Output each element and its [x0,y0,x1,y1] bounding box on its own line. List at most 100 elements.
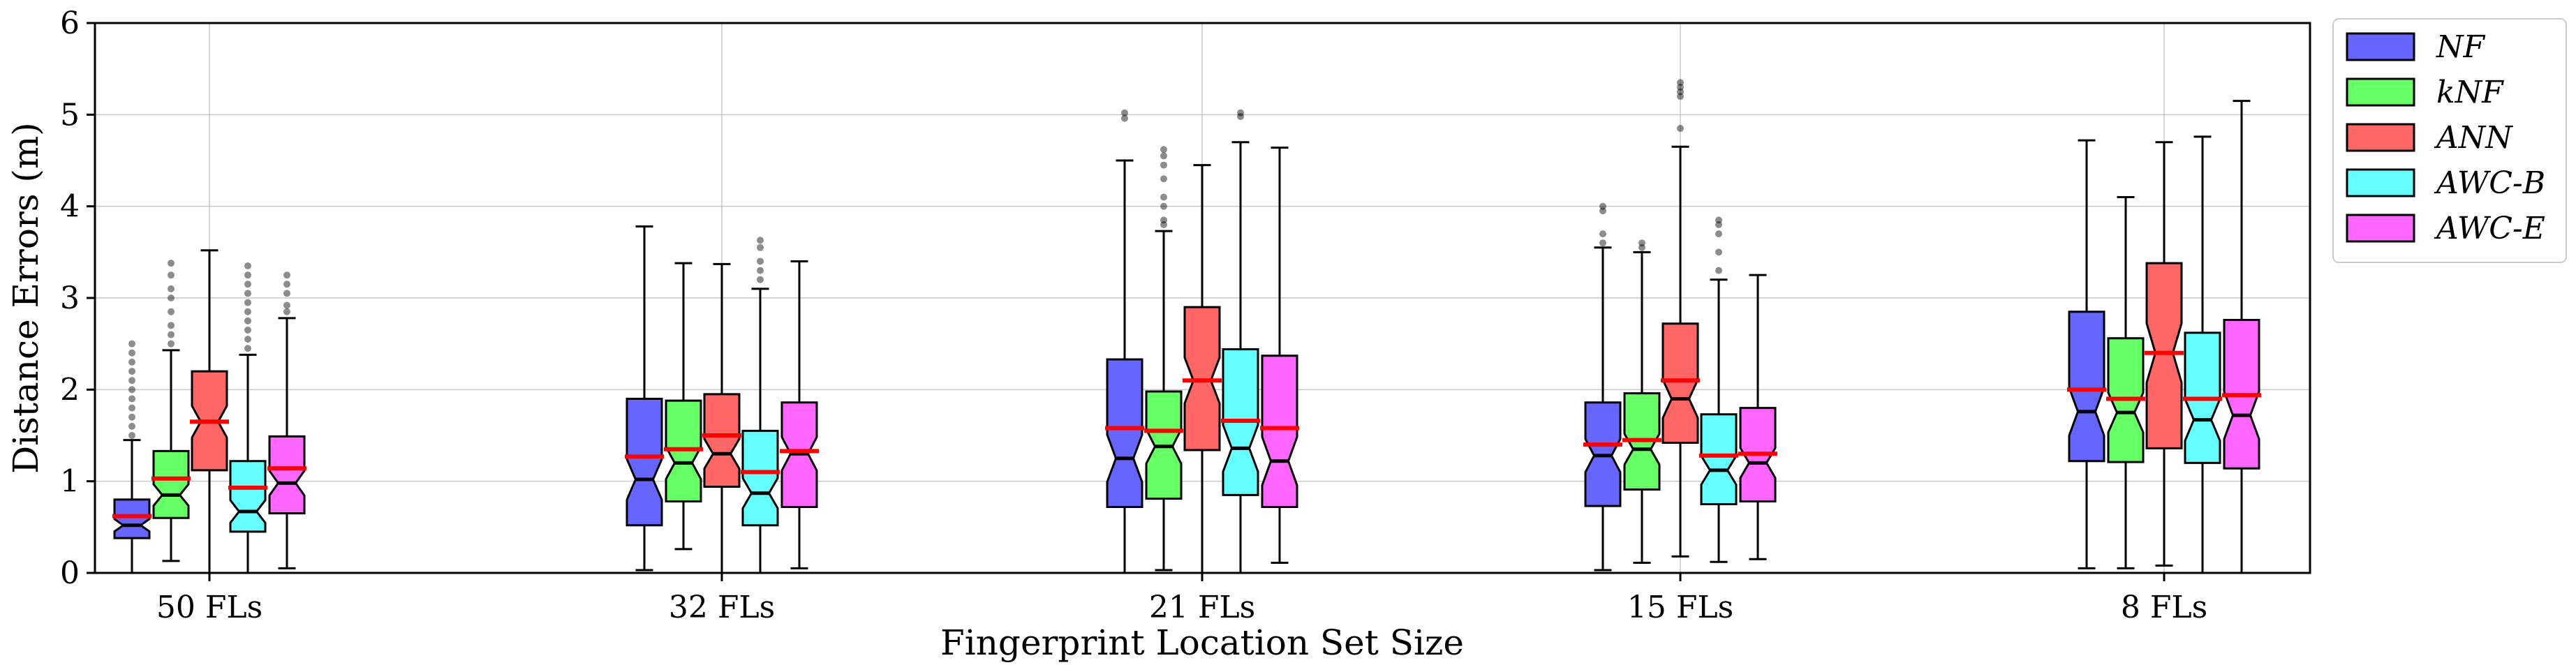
legend-item-awc-e: AWC-E [2346,211,2545,246]
box-knf-3 [1622,239,1661,565]
flier-point [283,281,290,288]
flier-point [128,404,135,412]
legend-label: AWC-E [2434,211,2545,246]
flier-point [128,413,135,421]
x-tick-label: 21 FLs [1149,590,1255,625]
box-plots [112,79,2261,574]
flier-point [128,432,135,439]
box-nf-1 [625,225,664,572]
flier-point [168,340,175,348]
flier-point [283,271,290,279]
flier-point [1638,244,1645,251]
legend-item-nf: NF [2346,29,2486,65]
box-ann-1 [702,262,741,574]
flier-point [244,262,251,270]
flier-point [1715,230,1722,238]
flier-point [244,336,251,343]
flier-point [244,345,251,352]
box-body [113,498,151,539]
y-axis-label: Distance Errors (m) [6,122,46,474]
box-ann-2 [1183,164,1222,574]
flier-point [1638,239,1645,247]
x-tick-label: 50 FLs [156,590,262,625]
legend-item-awc-b: AWC-B [2346,165,2545,201]
legend-item-ann: ANN [2346,120,2513,156]
legend-swatch [2346,123,2415,152]
flier-point [757,237,764,244]
flier-point [1677,125,1684,133]
flier-point [757,276,764,283]
box-body [626,397,663,527]
flier-point [1677,93,1684,100]
box-knf-1 [664,262,703,551]
flier-point [1121,114,1128,122]
flier-point [757,257,764,265]
box-awc-e-4 [2222,100,2261,574]
flier-point [1160,175,1167,183]
flier-point [168,308,175,315]
box-body [1700,413,1738,505]
flier-point [1715,248,1722,256]
flier-point [1677,83,1684,91]
flier-point [1715,216,1722,224]
flier-point [244,317,251,324]
box-body [2145,262,2183,449]
y-tick-label: 6 [60,6,80,41]
flier-point [168,322,175,329]
box-ann-3 [1661,79,1700,558]
flier-point [1160,202,1167,210]
flier-point [244,271,251,279]
legend-label: AWC-B [2434,165,2545,201]
legend-swatch [2346,77,2415,107]
box-nf-4 [2067,139,2106,569]
flier-point [128,422,135,430]
x-tick-label: 32 FLs [669,590,775,625]
y-tick-label: 2 [60,372,80,408]
flier-point [168,331,175,338]
flier-point [244,308,251,315]
legend-label: ANN [2434,120,2513,156]
box-ann-0 [190,249,229,574]
box-body [703,393,741,488]
flier-point [1237,109,1244,117]
legend-swatch [2346,214,2415,243]
box-awc-b-1 [741,237,780,574]
flier-point [128,340,135,348]
flier-point [1677,88,1684,96]
flier-point [128,368,135,375]
flier-point [1599,207,1606,215]
box-nf-0 [112,340,151,574]
box-body [1106,358,1143,508]
flier-point [244,299,251,306]
box-nf-2 [1105,109,1144,574]
flier-point [168,294,175,301]
flier-point [128,395,135,403]
box-body [152,449,190,519]
flier-point [168,260,175,267]
y-tick-label: 0 [60,555,80,591]
flier-point [1677,79,1684,87]
flier-point [1160,161,1167,169]
box-awc-b-2 [1221,109,1260,574]
legend-label: kNF [2436,75,2504,110]
box-awc-e-0 [267,271,306,569]
flier-point [1715,221,1722,228]
box-awc-b-3 [1699,216,1738,563]
flier-point [757,244,764,251]
box-awc-e-2 [1260,147,1299,565]
legend-item-knf: kNF [2346,75,2504,110]
box-awc-e-3 [1738,274,1777,560]
flier-point [1599,230,1606,238]
flier-point [168,271,175,279]
flier-point [128,349,135,357]
y-axis: 0 1 2 3 4 5 6 [60,6,95,591]
box-ann-4 [2145,141,2184,567]
flier-point [283,308,290,315]
box-body [1661,322,1699,445]
flier-point [757,267,764,274]
box-nf-3 [1583,202,1622,572]
box-body [268,435,306,515]
box-knf-0 [151,260,191,562]
x-axis-label: Fingerprint Location Set Size [940,622,1464,663]
